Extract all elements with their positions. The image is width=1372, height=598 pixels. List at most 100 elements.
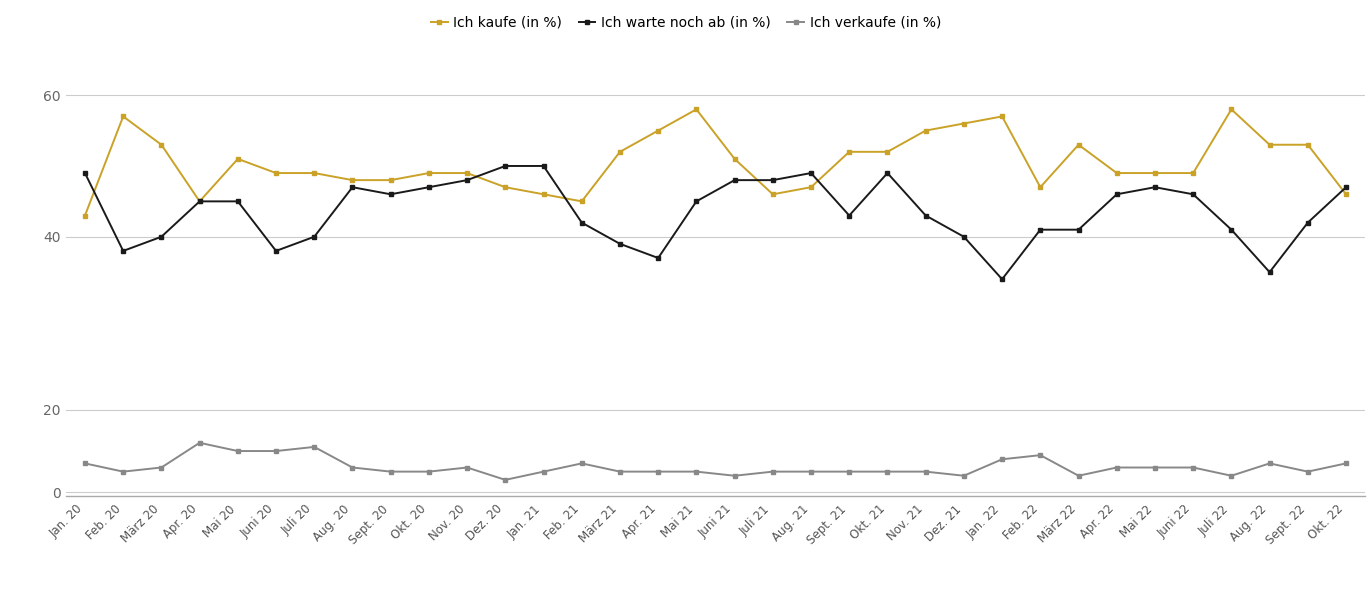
- Ich verkaufe (in %): [344, 464, 361, 471]
- Ich warte noch ab (in %): [115, 248, 132, 255]
- Ich kaufe (in %): [229, 155, 246, 163]
- Ich verkaufe (in %): [1185, 464, 1202, 471]
- Ich verkaufe (in %): [841, 468, 858, 475]
- Ich warte noch ab (in %): [1070, 226, 1087, 233]
- Ich verkaufe (in %): [1070, 472, 1087, 480]
- Ich verkaufe (in %): [573, 460, 590, 467]
- Ich verkaufe (in %): [956, 472, 973, 480]
- Ich kaufe (in %): [1185, 169, 1202, 176]
- Ich kaufe (in %): [1261, 141, 1277, 148]
- Ich kaufe (in %): [726, 155, 742, 163]
- Ich warte noch ab (in %): [1185, 191, 1202, 198]
- Ich kaufe (in %): [535, 191, 552, 198]
- Ich warte noch ab (in %): [573, 219, 590, 226]
- Ich kaufe (in %): [1070, 141, 1087, 148]
- Ich verkaufe (in %): [191, 439, 207, 446]
- Ich warte noch ab (in %): [726, 176, 742, 184]
- Ich kaufe (in %): [918, 127, 934, 134]
- Ich verkaufe (in %): [77, 460, 93, 467]
- Ich verkaufe (in %): [803, 468, 819, 475]
- Ich kaufe (in %): [268, 169, 284, 176]
- Ich verkaufe (in %): [497, 476, 513, 483]
- Ich kaufe (in %): [956, 120, 973, 127]
- Ich verkaufe (in %): [154, 464, 170, 471]
- Ich warte noch ab (in %): [879, 169, 896, 176]
- Legend: Ich kaufe (in %), Ich warte noch ab (in %), Ich verkaufe (in %): Ich kaufe (in %), Ich warte noch ab (in …: [425, 10, 947, 35]
- Ich verkaufe (in %): [879, 468, 896, 475]
- Ich verkaufe (in %): [764, 468, 781, 475]
- Ich warte noch ab (in %): [383, 191, 399, 198]
- Ich kaufe (in %): [154, 141, 170, 148]
- Ich kaufe (in %): [383, 176, 399, 184]
- Ich kaufe (in %): [1032, 184, 1048, 191]
- Ich kaufe (in %): [650, 127, 667, 134]
- Ich warte noch ab (in %): [918, 212, 934, 219]
- Ich verkaufe (in %): [458, 464, 475, 471]
- Ich kaufe (in %): [803, 184, 819, 191]
- Ich warte noch ab (in %): [229, 198, 246, 205]
- Ich warte noch ab (in %): [535, 163, 552, 170]
- Ich verkaufe (in %): [726, 472, 742, 480]
- Ich verkaufe (in %): [689, 468, 705, 475]
- Ich warte noch ab (in %): [191, 198, 207, 205]
- Ich kaufe (in %): [689, 106, 705, 113]
- Ich warte noch ab (in %): [841, 212, 858, 219]
- Ich warte noch ab (in %): [764, 176, 781, 184]
- Ich kaufe (in %): [344, 176, 361, 184]
- Ich kaufe (in %): [1299, 141, 1316, 148]
- Ich kaufe (in %): [497, 184, 513, 191]
- Ich verkaufe (in %): [421, 468, 438, 475]
- Ich kaufe (in %): [764, 191, 781, 198]
- Ich kaufe (in %): [993, 113, 1010, 120]
- Ich verkaufe (in %): [1109, 464, 1125, 471]
- Ich kaufe (in %): [1338, 191, 1354, 198]
- Ich verkaufe (in %): [383, 468, 399, 475]
- Ich warte noch ab (in %): [268, 248, 284, 255]
- Ich kaufe (in %): [1109, 169, 1125, 176]
- Ich verkaufe (in %): [1224, 472, 1240, 480]
- Ich warte noch ab (in %): [344, 184, 361, 191]
- Ich verkaufe (in %): [1147, 464, 1163, 471]
- Ich warte noch ab (in %): [1338, 184, 1354, 191]
- Ich verkaufe (in %): [1032, 451, 1048, 459]
- Ich verkaufe (in %): [229, 447, 246, 454]
- Ich warte noch ab (in %): [154, 233, 170, 240]
- Ich warte noch ab (in %): [306, 233, 322, 240]
- Ich kaufe (in %): [115, 113, 132, 120]
- Ich warte noch ab (in %): [1299, 219, 1316, 226]
- Ich kaufe (in %): [879, 148, 896, 155]
- Ich verkaufe (in %): [918, 468, 934, 475]
- Ich verkaufe (in %): [650, 468, 667, 475]
- Ich warte noch ab (in %): [689, 198, 705, 205]
- Ich warte noch ab (in %): [497, 163, 513, 170]
- Ich warte noch ab (in %): [1261, 269, 1277, 276]
- Ich warte noch ab (in %): [421, 184, 438, 191]
- Ich warte noch ab (in %): [1224, 226, 1240, 233]
- Ich kaufe (in %): [1147, 169, 1163, 176]
- Ich warte noch ab (in %): [993, 276, 1010, 283]
- Ich kaufe (in %): [77, 212, 93, 219]
- Ich verkaufe (in %): [1338, 460, 1354, 467]
- Ich warte noch ab (in %): [1109, 191, 1125, 198]
- Ich kaufe (in %): [573, 198, 590, 205]
- Ich verkaufe (in %): [115, 468, 132, 475]
- Ich warte noch ab (in %): [650, 254, 667, 261]
- Ich warte noch ab (in %): [956, 233, 973, 240]
- Ich kaufe (in %): [458, 169, 475, 176]
- Ich kaufe (in %): [1224, 106, 1240, 113]
- Ich verkaufe (in %): [268, 447, 284, 454]
- Ich warte noch ab (in %): [77, 169, 93, 176]
- Ich kaufe (in %): [306, 169, 322, 176]
- Ich warte noch ab (in %): [612, 240, 628, 248]
- Ich verkaufe (in %): [612, 468, 628, 475]
- Ich kaufe (in %): [191, 198, 207, 205]
- Line: Ich warte noch ab (in %): Ich warte noch ab (in %): [82, 163, 1349, 282]
- Ich kaufe (in %): [421, 169, 438, 176]
- Line: Ich kaufe (in %): Ich kaufe (in %): [82, 107, 1349, 218]
- Ich warte noch ab (in %): [458, 176, 475, 184]
- Ich warte noch ab (in %): [803, 169, 819, 176]
- Ich verkaufe (in %): [1261, 460, 1277, 467]
- Ich warte noch ab (in %): [1147, 184, 1163, 191]
- Ich kaufe (in %): [841, 148, 858, 155]
- Ich verkaufe (in %): [1299, 468, 1316, 475]
